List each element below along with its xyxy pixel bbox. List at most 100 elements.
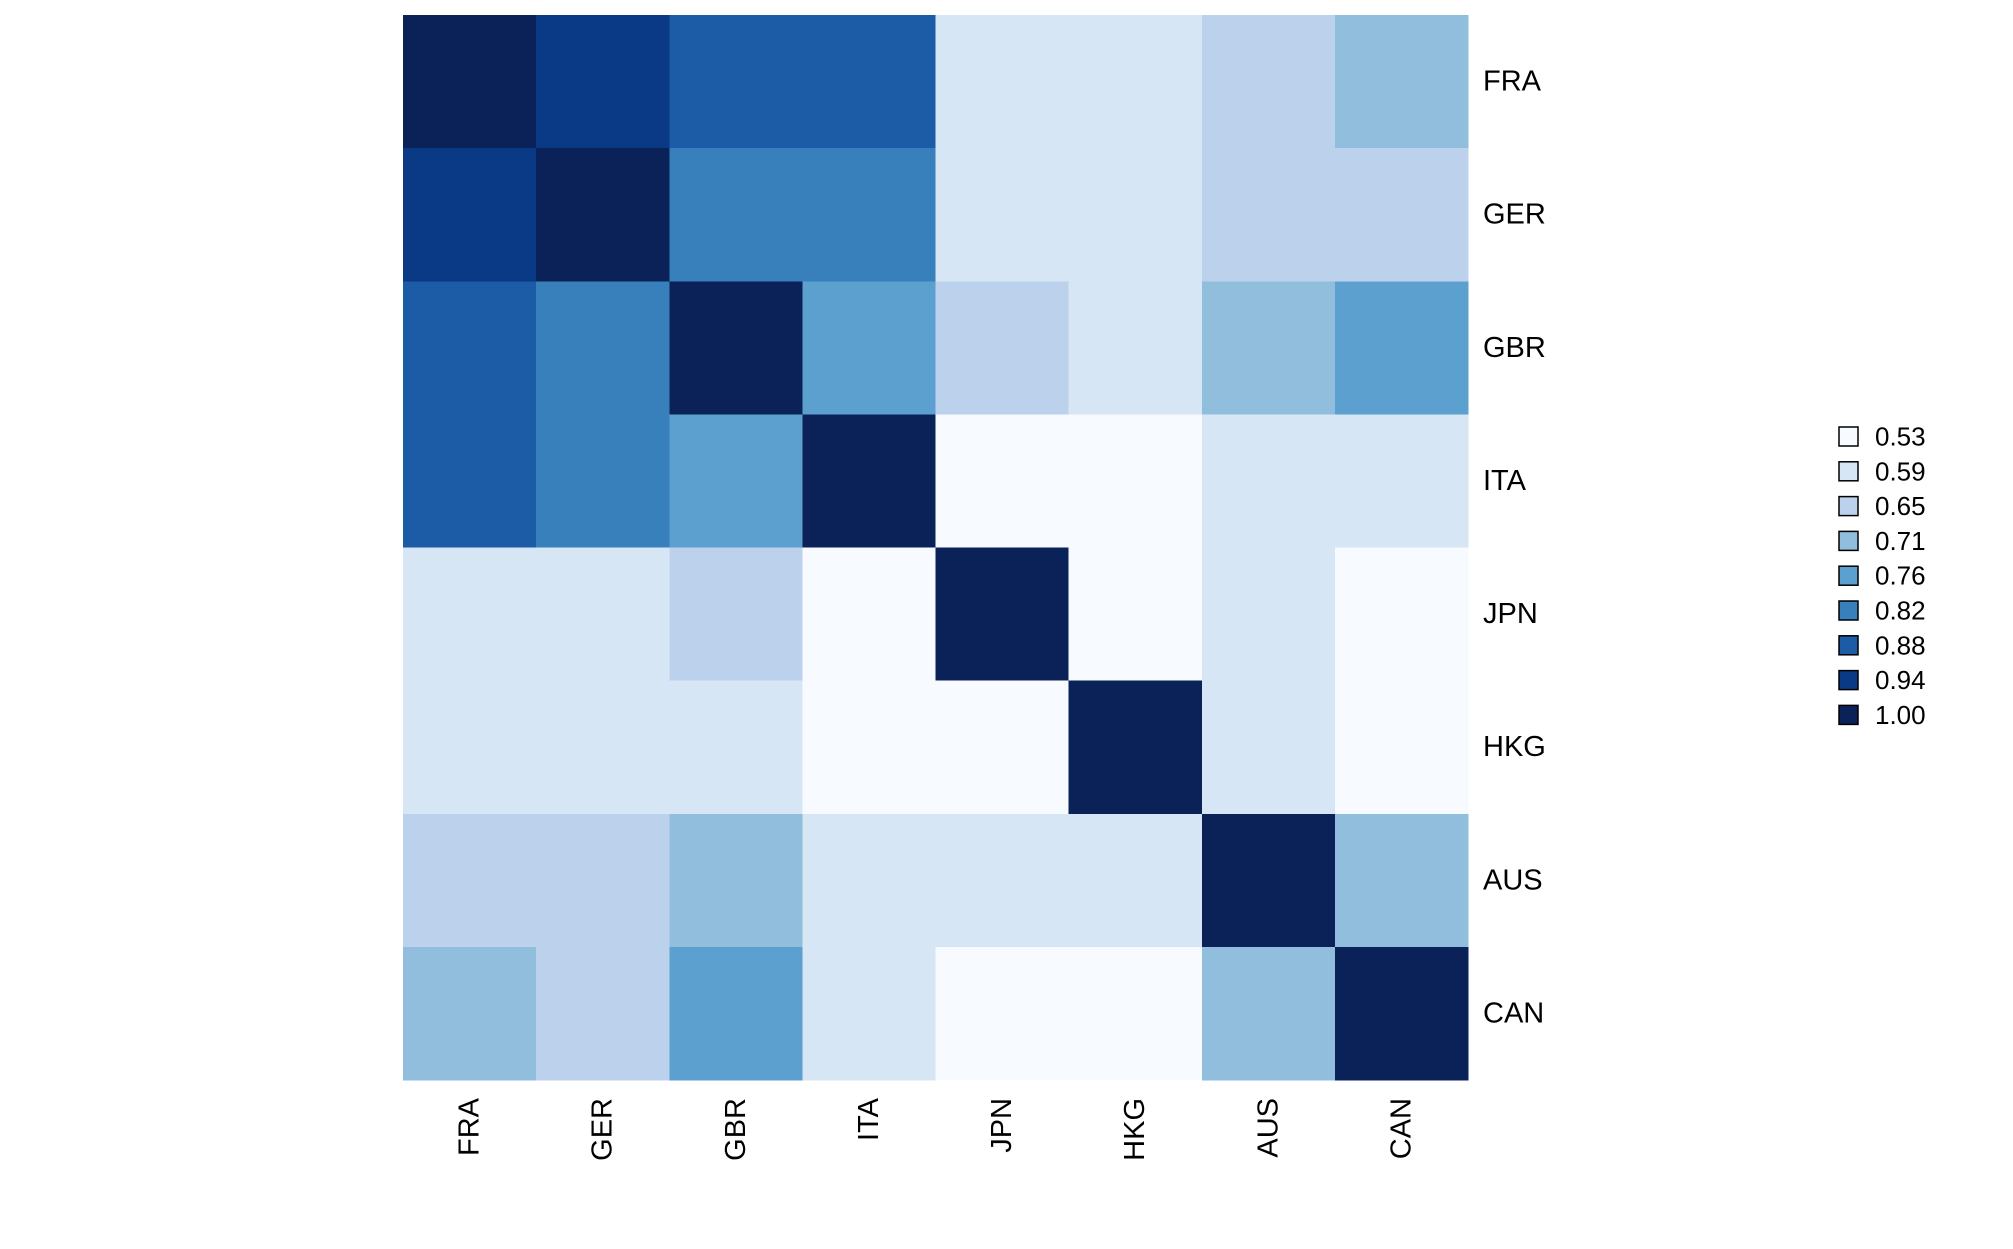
heatmap-cell-jpn-fra xyxy=(403,547,537,682)
legend-label-0-53: 0.53 xyxy=(1875,422,1926,452)
row-label-gbr: GBR xyxy=(1483,332,1546,364)
legend-label-0-76: 0.76 xyxy=(1875,561,1926,591)
heatmap-cell-ita-fra xyxy=(403,414,537,549)
heatmap-cell-aus-fra xyxy=(403,813,537,948)
heatmap-cell-fra-fra xyxy=(403,15,537,149)
heatmap-cell-ita-ger xyxy=(536,414,670,549)
heatmap-cell-can-gbr xyxy=(669,946,803,1081)
legend-label-0-65: 0.65 xyxy=(1875,491,1926,521)
heatmap-cell-can-jpn xyxy=(935,946,1070,1081)
legend: 0.53 0.59 0.65 0.71 0.76 0.82 0.88 0.94 1.00 xyxy=(1838,422,1926,730)
legend-swatch-0-53 xyxy=(1838,426,1859,447)
legend-swatch-1-00 xyxy=(1838,704,1859,726)
heatmap-cell-hkg-hkg xyxy=(1068,680,1203,815)
heatmap-cell-ger-fra xyxy=(403,148,537,282)
heatmap-cell-ger-aus xyxy=(1201,148,1336,282)
row-label-ger: GER xyxy=(1483,199,1546,231)
legend-label-0-59: 0.59 xyxy=(1875,456,1926,486)
column-label-ger: GER xyxy=(587,1098,619,1161)
heatmap-cell-gbr-can xyxy=(1334,281,1469,415)
row-label-can: CAN xyxy=(1483,997,1544,1029)
heatmap-cell-can-hkg xyxy=(1068,946,1203,1081)
heatmap-cell-fra-jpn xyxy=(935,15,1070,149)
heatmap-cell-fra-gbr xyxy=(669,15,803,149)
heatmap-cell-fra-aus xyxy=(1201,15,1336,149)
heatmap-cell-gbr-hkg xyxy=(1068,281,1203,415)
heatmap-cell-ita-gbr xyxy=(669,414,803,549)
legend-label-0-82: 0.82 xyxy=(1875,596,1926,626)
heatmap-cell-can-ita xyxy=(802,946,937,1081)
heatmap-cell-gbr-gbr xyxy=(669,281,803,415)
heatmap-cell-ita-jpn xyxy=(935,414,1070,549)
column-label-jpn: JPN xyxy=(986,1098,1018,1153)
heatmap-cell-gbr-jpn xyxy=(935,281,1070,415)
heatmap-cell-gbr-ita xyxy=(802,281,937,415)
heatmap-cell-aus-aus xyxy=(1201,813,1336,948)
heatmap-cell-jpn-ita xyxy=(802,547,937,682)
legend-swatch-0-76 xyxy=(1838,565,1859,586)
legend-swatch-0-71 xyxy=(1838,530,1859,552)
heatmap-cell-ger-gbr xyxy=(669,148,803,282)
legend-swatch-0-59 xyxy=(1838,461,1859,482)
row-label-fra: FRA xyxy=(1483,66,1542,98)
row-label-ita: ITA xyxy=(1483,465,1527,497)
heatmap-cell-hkg-ger xyxy=(536,680,670,815)
row-label-hkg: HKG xyxy=(1483,731,1546,763)
heatmap-cell-can-fra xyxy=(403,946,537,1081)
heatmap-cell-hkg-aus xyxy=(1201,680,1336,815)
row-label-jpn: JPN xyxy=(1483,598,1538,630)
heatmap-cell-hkg-can xyxy=(1334,680,1469,815)
heatmap-cell-gbr-ger xyxy=(536,281,670,415)
column-label-hkg: HKG xyxy=(1119,1098,1151,1161)
legend-label-0-71: 0.71 xyxy=(1875,526,1926,556)
heatmap-cell-can-ger xyxy=(536,946,670,1081)
heatmap-cell-fra-can xyxy=(1334,15,1469,149)
heatmap-cell-hkg-jpn xyxy=(935,680,1070,815)
heatmap-cell-hkg-gbr xyxy=(669,680,803,815)
heatmap-cell-jpn-aus xyxy=(1201,547,1336,682)
heatmap-cell-ger-can xyxy=(1334,148,1469,282)
column-label-fra: FRA xyxy=(454,1097,486,1156)
heatmap-cell-jpn-gbr xyxy=(669,547,803,682)
row-label-aus: AUS xyxy=(1483,864,1543,896)
heatmap-cell-ita-can xyxy=(1334,414,1469,549)
legend-label-0-88: 0.88 xyxy=(1875,630,1926,660)
heatmap-cell-gbr-fra xyxy=(403,281,537,415)
heatmap-cell-hkg-ita xyxy=(802,680,937,815)
legend-label-1-00: 1.00 xyxy=(1875,700,1926,730)
heatmap-cell-ger-ger xyxy=(536,148,670,282)
legend-label-0-94: 0.94 xyxy=(1875,665,1926,695)
heatmap-cell-jpn-ger xyxy=(536,547,670,682)
heatmap-cell-aus-jpn xyxy=(935,813,1070,948)
legend-swatch-0-88 xyxy=(1838,635,1859,656)
legend-swatch-0-82 xyxy=(1838,600,1859,621)
heatmap-cell-can-can xyxy=(1334,946,1469,1081)
heatmap-cell-jpn-hkg xyxy=(1068,547,1203,682)
heatmap-cell-fra-ger xyxy=(536,15,670,149)
column-labels: FRA GER GBR ITA JPN HKG AUS CAN xyxy=(454,1097,1418,1161)
heatmap-cell-ita-hkg xyxy=(1068,414,1203,549)
heatmap-cell-ger-jpn xyxy=(935,148,1070,282)
heatmap-cell-aus-can xyxy=(1334,813,1469,948)
heatmap-cell-ger-ita xyxy=(802,148,937,282)
row-labels: FRA GER GBR ITA JPN HKG AUS CAN xyxy=(1483,66,1546,1030)
heatmap-cell-jpn-jpn xyxy=(935,547,1070,682)
column-label-aus: AUS xyxy=(1252,1098,1284,1158)
column-label-can: CAN xyxy=(1385,1098,1417,1159)
legend-swatch-0-94 xyxy=(1838,669,1859,691)
heatmap-cell-fra-hkg xyxy=(1068,15,1203,149)
heatmap-cell-fra-ita xyxy=(802,15,937,149)
heatmap-cell-aus-gbr xyxy=(669,813,803,948)
legend-swatch-0-65 xyxy=(1838,495,1859,517)
heatmap-cell-aus-ita xyxy=(802,813,937,948)
column-label-gbr: GBR xyxy=(720,1098,752,1161)
heatmap-cell-can-aus xyxy=(1201,946,1336,1081)
heatmap-cell-ita-aus xyxy=(1201,414,1336,549)
heatmap-cell-aus-hkg xyxy=(1068,813,1203,948)
heatmap-cells xyxy=(403,15,1469,1081)
heatmap-cell-gbr-aus xyxy=(1201,281,1336,415)
column-label-ita: ITA xyxy=(853,1097,885,1141)
heatmap-cell-hkg-fra xyxy=(403,680,537,815)
